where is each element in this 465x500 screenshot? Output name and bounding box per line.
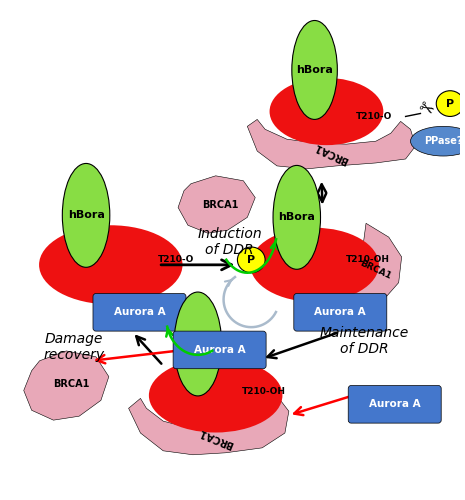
Ellipse shape bbox=[149, 358, 282, 432]
Ellipse shape bbox=[292, 20, 337, 119]
Text: Aurora A: Aurora A bbox=[194, 345, 246, 355]
Text: PPase?: PPase? bbox=[424, 136, 462, 146]
Text: hBora: hBora bbox=[179, 339, 216, 349]
Polygon shape bbox=[24, 351, 109, 420]
Polygon shape bbox=[342, 224, 402, 306]
FancyBboxPatch shape bbox=[294, 294, 387, 331]
Polygon shape bbox=[129, 398, 289, 455]
Ellipse shape bbox=[39, 226, 183, 304]
Text: BRCA1: BRCA1 bbox=[53, 378, 89, 388]
Ellipse shape bbox=[238, 247, 265, 273]
Text: Maintenance
of DDR: Maintenance of DDR bbox=[319, 326, 409, 356]
Text: Aurora A: Aurora A bbox=[113, 308, 165, 318]
Text: hBora: hBora bbox=[296, 65, 333, 75]
Text: P: P bbox=[446, 98, 454, 108]
Text: Aurora A: Aurora A bbox=[314, 308, 366, 318]
Text: T210-O: T210-O bbox=[356, 112, 392, 121]
Text: T210-OH: T210-OH bbox=[242, 387, 286, 396]
Ellipse shape bbox=[436, 90, 464, 117]
Text: BRCA1: BRCA1 bbox=[202, 200, 239, 210]
Ellipse shape bbox=[411, 126, 465, 156]
FancyBboxPatch shape bbox=[348, 386, 441, 423]
Ellipse shape bbox=[62, 164, 110, 268]
FancyBboxPatch shape bbox=[93, 294, 186, 331]
FancyBboxPatch shape bbox=[173, 331, 266, 368]
Text: ✂: ✂ bbox=[414, 98, 437, 121]
Text: BRCA1: BRCA1 bbox=[197, 426, 234, 450]
Text: P: P bbox=[247, 255, 255, 265]
Text: Aurora A: Aurora A bbox=[369, 400, 420, 409]
Text: Induction
of DDR: Induction of DDR bbox=[197, 227, 262, 257]
Ellipse shape bbox=[250, 228, 379, 302]
Ellipse shape bbox=[174, 292, 222, 396]
Text: T210-O: T210-O bbox=[158, 256, 195, 264]
Polygon shape bbox=[178, 176, 255, 233]
Text: BRCA1: BRCA1 bbox=[359, 258, 393, 281]
Text: hBora: hBora bbox=[67, 210, 105, 220]
Text: BRCA1: BRCA1 bbox=[313, 141, 350, 166]
Ellipse shape bbox=[273, 166, 320, 270]
Text: hBora: hBora bbox=[279, 212, 315, 222]
Polygon shape bbox=[247, 120, 416, 169]
Text: Damage
recovery: Damage recovery bbox=[44, 332, 105, 362]
Text: T210-OH: T210-OH bbox=[346, 256, 390, 264]
Ellipse shape bbox=[270, 78, 383, 145]
